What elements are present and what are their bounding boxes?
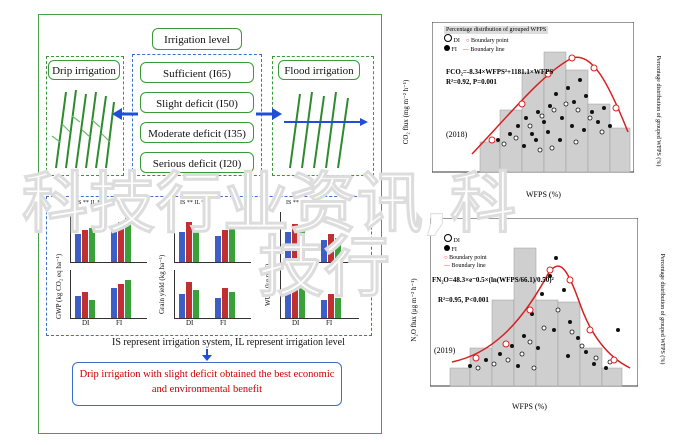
mini-xcat: FI	[116, 319, 123, 327]
chart-bottom-year: (2019)	[434, 346, 456, 355]
chart-bottom-plot	[430, 218, 638, 387]
chart-bottom-ylabel-right: Percentage distribution of grouped WFPS …	[659, 253, 665, 365]
mini-bars-1	[70, 212, 147, 263]
mini-bars-1b	[70, 270, 147, 319]
legend-boundary-point: Boundary point	[449, 255, 487, 261]
chart-top-points-open	[501, 101, 605, 153]
mini-chart-ann: IS ** IL **	[76, 200, 104, 206]
mini-chart-2: IS ** IL ** Grain yield (kg ha⁻¹) DI FI	[156, 200, 254, 330]
chart-top: CO₂ flux (mg m⁻² h⁻¹) Percentage distrib…	[402, 22, 664, 204]
level-label: Serious deficit (I20)	[152, 158, 242, 170]
left-diagram	[38, 14, 382, 434]
conclusion-line-1: Drip irrigation with slight deficit obta…	[79, 369, 335, 380]
chart-bottom-equation: FN₂O=48.3×e⁻0.5×(ln(WFPS/66.1)/0.50)²	[432, 276, 554, 284]
level-box-1: Sufficient (I65)	[140, 62, 254, 83]
irrigation-level-title: Irrigation level	[164, 34, 230, 46]
mini-xcat: DI	[82, 319, 90, 327]
arrows	[112, 108, 282, 120]
down-arrow-icon	[202, 349, 212, 361]
chart-top-stats: R²=0.92, P=0.001	[446, 78, 497, 86]
mini-chart-ann: IS ** IL **	[180, 200, 208, 206]
legend-title: Percentage distribution of grouped WFPS	[444, 26, 549, 34]
irrigation-level-box: Irrigation level	[152, 28, 242, 50]
chart-top-xlabel: WFPS (%)	[526, 190, 561, 199]
flood-irrigation-label: Flood irrigation	[284, 65, 354, 77]
chart-bottom-stats: R²=0.95, P<0.001	[438, 296, 489, 304]
chart-bottom-points-open	[475, 307, 613, 371]
mini-bars-3b	[280, 270, 359, 319]
chart-top-year: (2018)	[446, 130, 468, 139]
mini-xcat: DI	[186, 319, 194, 327]
chart-bottom-boundary-points	[472, 266, 618, 364]
legend-di: DI	[453, 38, 460, 44]
legend-di: DI	[453, 238, 460, 244]
level-label: Sufficient (I65)	[163, 68, 231, 80]
chart-top-ylabel-right: Percentage distribution of grouped WFPS …	[655, 55, 661, 167]
mini-chart-1: IS ** IL ** GWP (kg CO₂ eq ha⁻¹) DI FI	[52, 200, 150, 330]
conclusion-box: Drip irrigation with slight deficit obta…	[72, 362, 342, 406]
conclusion-line-2: and environmental benefit	[151, 384, 263, 395]
chart-bottom: N₂O flux (μg m⁻² h⁻¹) Percentage distrib…	[404, 216, 668, 416]
overlay-watermark-line2: 技行	[258, 229, 391, 307]
level-label: Moderate deficit (I35)	[148, 128, 246, 140]
chart-top-legend: Percentage distribution of grouped WFPS …	[444, 26, 549, 53]
legend-fi: FI	[451, 47, 457, 53]
chart-top-plot	[432, 22, 634, 173]
level-box-3: Moderate deficit (I35)	[140, 122, 254, 143]
chart-top-boundary-points	[488, 54, 620, 144]
drip-irrigation-label: Drip irrigation	[52, 65, 116, 77]
level-box-2: Slight deficit (I50)	[140, 92, 254, 113]
legend-fi: FI	[451, 247, 457, 253]
level-box-4: Serious deficit (I20)	[140, 152, 254, 173]
mini-charts-container	[46, 196, 372, 336]
mini-chart-ann: IS ** IL **	[286, 200, 314, 206]
mini-xcat: FI	[326, 319, 333, 327]
mini-bars-2b	[174, 270, 251, 319]
chart-bottom-legend: DI FI ○ Boundary point — Boundary line	[444, 234, 487, 270]
chart-bottom-boundary-line	[451, 265, 631, 369]
mini-bars-2	[174, 212, 251, 263]
is-il-legend: IS represent irrigation system, IL repre…	[112, 337, 345, 348]
drip-irrigation-box: Drip irrigation	[48, 60, 120, 80]
chart-bottom-xlabel: WFPS (%)	[512, 402, 547, 411]
drip-panel	[46, 56, 124, 176]
legend-boundary-point: Boundary point	[470, 38, 509, 44]
mini-chart-3: IS ** IL ** WUE (kg m⁻³) DI FI	[262, 200, 362, 330]
drip-crop-illustration	[51, 89, 115, 169]
chart-bottom-ylabel: N₂O flux (μg m⁻² h⁻¹)	[410, 278, 418, 342]
overlay-watermark-line1: 科技行业资讯,科	[21, 165, 518, 243]
level-label: Slight deficit (I50)	[156, 98, 238, 110]
flood-crop-illustration	[284, 91, 368, 169]
mini-bars-3	[280, 212, 359, 263]
mini-xcat: DI	[292, 319, 300, 327]
legend-boundary-line: Boundary line	[451, 263, 486, 269]
chart-top-equation: FCO₂=-8.34×WFPS²+1181.1×WFPS	[446, 68, 554, 76]
chart-top-points	[496, 78, 612, 148]
legend-boundary-line: Boundary line	[470, 47, 505, 53]
flood-irrigation-box: Flood irrigation	[278, 60, 360, 80]
mini-xcat: FI	[220, 319, 227, 327]
